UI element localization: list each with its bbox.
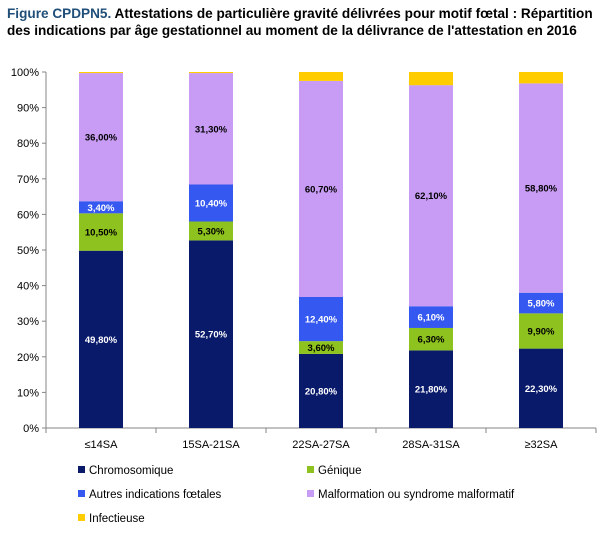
bar-segment <box>519 72 563 84</box>
bar-segment <box>299 80 343 297</box>
bar-segment <box>299 72 343 81</box>
x-tick-label: 28SA-31SA <box>402 439 460 451</box>
data-label: 9,90% <box>528 326 555 337</box>
data-label: 36,00% <box>85 133 118 144</box>
bar-segment <box>299 341 343 354</box>
bar-segment <box>79 73 123 202</box>
data-label: 20,80% <box>305 386 338 397</box>
data-label: 58,80% <box>525 184 558 195</box>
bar-segment <box>189 73 233 185</box>
y-tick-label: 20% <box>17 352 39 364</box>
y-tick-label: 80% <box>17 138 39 150</box>
figure-label: Figure CPDPN5. <box>7 6 112 21</box>
bar-segment <box>519 348 563 428</box>
bar-segment <box>189 240 233 428</box>
bar-segment <box>189 72 233 74</box>
bar-segment <box>79 201 123 214</box>
y-tick-label: 100% <box>11 67 39 79</box>
x-tick-label: 22SA-27SA <box>292 439 350 451</box>
data-label: 3,40% <box>88 203 115 214</box>
bar-segment <box>79 72 123 74</box>
data-label: 49,80% <box>85 335 118 346</box>
data-label: 6,10% <box>418 313 445 324</box>
x-tick-label: ≤14SA <box>85 439 119 451</box>
bar-segment <box>79 213 123 251</box>
y-tick-label: 40% <box>17 281 39 293</box>
y-tick-label: 60% <box>17 209 39 221</box>
legend-swatch <box>78 490 85 497</box>
data-label: 60,70% <box>305 184 338 195</box>
y-tick-label: 0% <box>23 423 39 435</box>
data-label: 12,40% <box>305 315 338 326</box>
y-tick-label: 10% <box>17 387 39 399</box>
data-label: 3,60% <box>308 343 335 354</box>
data-label: 5,80% <box>528 299 555 310</box>
bar-segment <box>519 313 563 349</box>
legend-label: Infectieuse <box>89 513 145 525</box>
bar-segment <box>409 72 453 86</box>
bar-segment <box>409 85 453 307</box>
data-label: 10,50% <box>85 228 118 239</box>
bar-segment <box>519 292 563 314</box>
legend-swatch <box>307 466 314 473</box>
data-label: 62,10% <box>415 191 448 202</box>
bar-segment <box>409 350 453 428</box>
data-label: 52,70% <box>195 330 228 341</box>
bar-segment <box>79 250 123 428</box>
data-label: 22,30% <box>525 384 558 395</box>
legend-swatch <box>78 514 85 521</box>
bar-segment <box>409 327 453 351</box>
legend-label: Chromosomique <box>89 465 173 477</box>
bar-segment <box>189 221 233 241</box>
data-label: 21,80% <box>415 385 448 396</box>
chart-title: Figure CPDPN5. Attestations de particuli… <box>7 5 601 39</box>
title-text: Attestations de particulière gravité dél… <box>7 6 593 38</box>
data-label: 10,40% <box>195 199 228 210</box>
data-label: 31,30% <box>195 124 228 135</box>
bar-segment <box>189 184 233 222</box>
bar-segment <box>519 83 563 293</box>
legend-label: Autres indications fœtales <box>89 489 222 501</box>
bar-segment <box>299 296 343 342</box>
y-tick-label: 90% <box>17 103 39 115</box>
bar-segment <box>299 353 343 428</box>
data-label: 5,30% <box>198 226 225 237</box>
x-tick-label: ≥32SA <box>525 439 559 451</box>
x-tick-label: 15SA-21SA <box>182 439 240 451</box>
y-tick-label: 70% <box>17 174 39 186</box>
legend-label: Malformation ou syndrome malformatif <box>318 489 515 501</box>
y-tick-label: 50% <box>17 245 39 257</box>
bar-segment <box>409 306 453 328</box>
data-label: 6,30% <box>418 335 445 346</box>
legend-swatch <box>307 490 314 497</box>
y-tick-label: 30% <box>17 316 39 328</box>
legend-swatch <box>78 466 85 473</box>
legend-label: Génique <box>318 465 361 477</box>
